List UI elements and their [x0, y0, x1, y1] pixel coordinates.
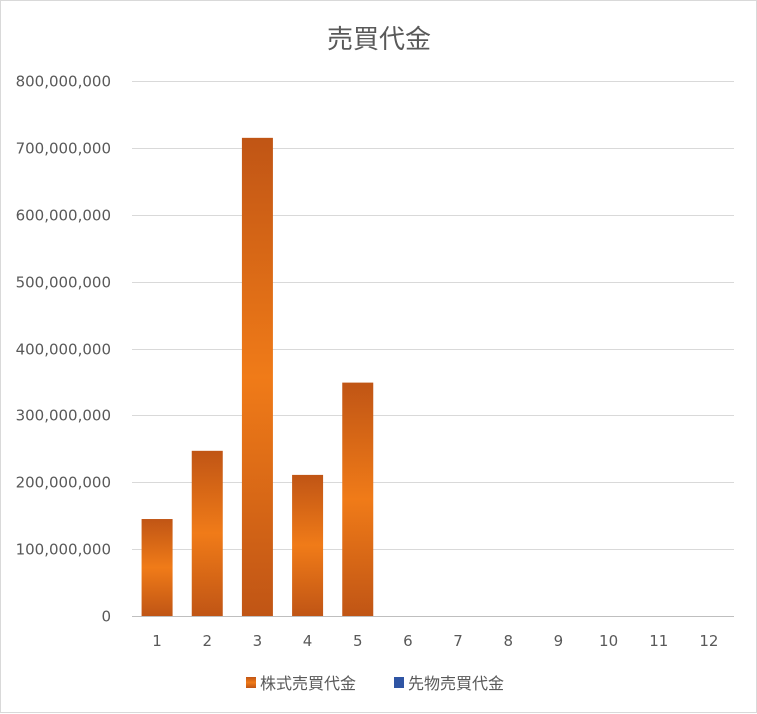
- y-tick-label: 200,000,000: [16, 474, 111, 492]
- y-tick-label: 800,000,000: [16, 73, 111, 91]
- legend-item-stock: 株式売買代金: [246, 674, 356, 693]
- y-tick-label: 500,000,000: [16, 274, 111, 292]
- bar: [191, 450, 223, 616]
- bar: [292, 474, 324, 616]
- legend: 株式売買代金 先物売買代金: [246, 674, 504, 693]
- x-tick-label: 6: [403, 632, 413, 650]
- chart-title: 売買代金: [327, 25, 431, 55]
- x-tick-label: 8: [503, 632, 513, 650]
- legend-item-futures: 先物売買代金: [394, 674, 504, 693]
- bar: [141, 519, 173, 616]
- bar: [342, 382, 374, 616]
- gridlines: [132, 81, 734, 617]
- y-tick-label: 100,000,000: [16, 541, 111, 559]
- x-tick-label: 3: [253, 632, 263, 650]
- legend-swatch: [246, 677, 256, 688]
- x-tick-label: 7: [453, 632, 463, 650]
- y-axis-ticks: 0 100,000,000 200,000,000 300,000,000 400,00…: [16, 73, 111, 626]
- bars: [141, 137, 374, 616]
- y-tick-label: 300,000,000: [16, 407, 111, 425]
- x-tick-label: 5: [353, 632, 363, 650]
- x-tick-label: 2: [202, 632, 212, 650]
- y-tick-label: 600,000,000: [16, 207, 111, 225]
- x-axis-ticks: 1 2 3 4 5 6 7 8 9 10 11 12: [152, 632, 718, 650]
- legend-label: 株式売買代金: [260, 674, 356, 693]
- x-tick-label: 11: [649, 632, 668, 650]
- bar: [241, 137, 273, 616]
- legend-swatch: [394, 677, 404, 688]
- legend-label: 先物売買代金: [408, 674, 504, 693]
- x-tick-label: 4: [303, 632, 313, 650]
- y-tick-label: 0: [101, 608, 111, 626]
- x-tick-label: 1: [152, 632, 162, 650]
- x-tick-label: 10: [599, 632, 618, 650]
- x-tick-label: 12: [699, 632, 718, 650]
- x-tick-label: 9: [554, 632, 564, 650]
- y-tick-label: 700,000,000: [16, 140, 111, 158]
- y-tick-label: 400,000,000: [16, 341, 111, 359]
